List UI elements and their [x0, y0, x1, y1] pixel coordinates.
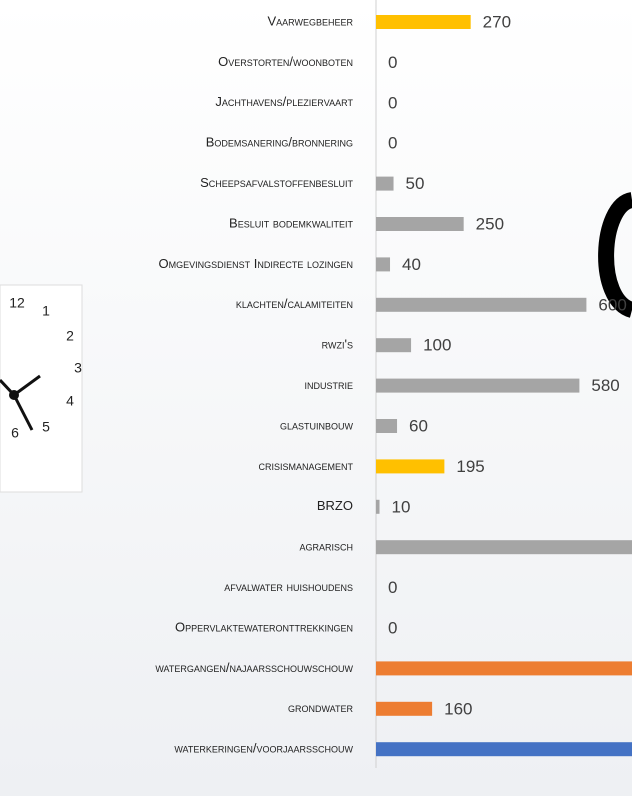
category-label: waterkeringen/voorjaarsschouw — [174, 741, 353, 756]
category-label: Omgevingsdienst Indirecte lozingen — [159, 256, 353, 271]
bar — [376, 217, 464, 231]
value-label: 580 — [591, 376, 619, 395]
category-label: Bodemsanering/bronnering — [206, 135, 353, 150]
value-label: 0 — [388, 618, 397, 637]
bar — [376, 742, 632, 756]
clock-number: 3 — [74, 360, 82, 376]
chart: Vaarwegbeheer 270 Overstorten/woonboten 0 Ja… — [0, 0, 632, 796]
bar — [376, 379, 579, 393]
bar — [376, 298, 586, 312]
bar — [376, 15, 471, 29]
value-label: 40 — [402, 255, 421, 274]
category-label: industrie — [304, 377, 353, 392]
clock-center — [9, 390, 19, 400]
value-label: 600 — [598, 295, 626, 314]
value-label: 0 — [388, 134, 397, 153]
clock-number: 12 — [9, 295, 25, 311]
value-label: 195 — [456, 457, 484, 476]
category-label: crisismanagement — [258, 458, 353, 473]
bar — [376, 419, 397, 433]
value-label: 0 — [388, 578, 397, 597]
clock-number: 1 — [42, 303, 50, 319]
value-label: 160 — [444, 699, 472, 718]
category-label: Overstorten/woonboten — [218, 54, 353, 69]
bar — [376, 500, 380, 514]
category-label: Oppervlaktewateronttrekkingen — [175, 619, 353, 634]
category-label: Vaarwegbeheer — [267, 13, 353, 28]
bar — [376, 540, 632, 554]
bar — [376, 257, 390, 271]
category-label: Jachthavens/plezier­vaart — [215, 94, 353, 109]
value-label: 0 — [388, 53, 397, 72]
category-label: Scheepsafvalstoffenbesluit — [200, 175, 353, 190]
value-label: 250 — [476, 214, 504, 233]
large-glyph — [606, 200, 632, 310]
bar — [376, 702, 432, 716]
category-label: agrarisch — [299, 539, 353, 554]
value-label: 10 — [392, 497, 411, 516]
category-label: afvalwater huishoudens — [224, 579, 353, 594]
category-label: watergangen/najaarsschouwschouw — [155, 660, 353, 675]
clock-number: 4 — [66, 393, 74, 409]
category-label: glastuinbouw — [280, 417, 354, 432]
value-label: 100 — [423, 336, 451, 355]
bar — [376, 177, 394, 191]
category-label: klachten/calamiteiten — [236, 296, 353, 311]
category-label: Besluit bodemkwaliteit — [229, 215, 353, 230]
value-label: 0 — [388, 93, 397, 112]
value-label: 50 — [406, 174, 425, 193]
category-label: BRZO — [317, 498, 353, 513]
clock-number: 6 — [11, 425, 19, 441]
clock-number: 2 — [66, 328, 74, 344]
bar — [376, 661, 632, 675]
bar — [376, 338, 411, 352]
clock-image — [0, 285, 82, 492]
bar — [376, 459, 444, 473]
category-label: grondwater — [288, 700, 353, 715]
clock-number: 5 — [42, 419, 50, 435]
category-label: rwzi's — [322, 337, 353, 352]
value-label: 60 — [409, 416, 428, 435]
value-label: 270 — [483, 12, 511, 31]
